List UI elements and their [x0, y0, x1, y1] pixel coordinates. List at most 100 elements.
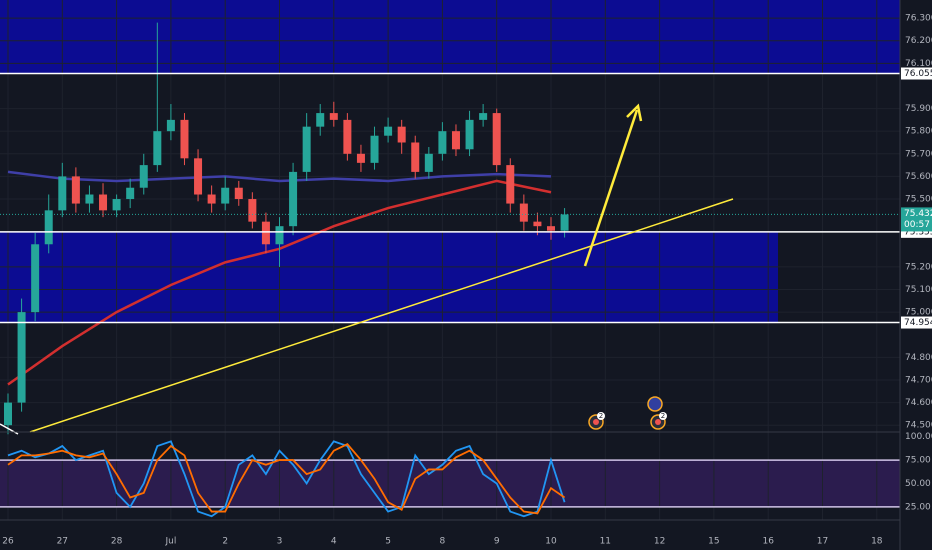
- y-tick-label: 75.800: [905, 127, 932, 137]
- candle-body: [451, 131, 460, 150]
- candle-body: [411, 142, 420, 172]
- y-tick-label: 75.100: [905, 285, 932, 295]
- candle-body: [194, 158, 203, 195]
- candle-body: [139, 165, 148, 188]
- trendline: [29, 198, 734, 433]
- candle-body: [533, 221, 542, 227]
- y-tick-label: 74.500: [905, 421, 932, 431]
- osc-tick-label: 75.00: [905, 456, 931, 466]
- osc-line: [7, 440, 566, 518]
- x-tick-label: 15: [708, 537, 719, 547]
- candle-body: [207, 194, 216, 204]
- y-tick-label: 75.200: [905, 262, 932, 272]
- x-tick-label: 26: [2, 537, 14, 547]
- event-icon: [655, 419, 661, 425]
- candle-body: [4, 402, 12, 426]
- osc-line: [7, 443, 566, 515]
- event-badge: [659, 412, 667, 420]
- candle-body: [302, 126, 311, 172]
- candle-body: [424, 153, 433, 172]
- event-icon: [647, 396, 663, 412]
- x-tick-label: 17: [817, 537, 828, 547]
- candle-body: [85, 194, 94, 204]
- candle-body: [261, 221, 270, 245]
- level-box: [901, 316, 932, 329]
- x-tick-label: 2: [222, 537, 228, 547]
- candle-body: [547, 226, 555, 231]
- y-tick-label: 75.700: [905, 149, 932, 159]
- candle-body: [356, 153, 365, 163]
- zone: [0, 231, 778, 323]
- x-tick-label: 3: [277, 537, 283, 547]
- candle-body: [17, 312, 26, 403]
- event-badge: [597, 412, 605, 420]
- last-price-label: 75.432: [904, 209, 932, 219]
- x-tick-label: Jul: [164, 537, 176, 547]
- candle-body: [289, 171, 298, 227]
- osc-tick-label: 25.00: [905, 502, 931, 512]
- candle-body: [166, 119, 175, 132]
- event-icon: [593, 419, 599, 425]
- candle-body: [44, 210, 53, 245]
- event-count: 2: [661, 412, 665, 420]
- candle-body: [465, 119, 474, 150]
- y-tick-label: 75.600: [905, 172, 932, 182]
- level-label: 74.954: [904, 318, 932, 328]
- candle-body: [479, 113, 488, 120]
- event-count: 2: [599, 412, 603, 420]
- x-tick-label: 5: [385, 537, 391, 547]
- countdown-label: 00:57: [904, 220, 930, 230]
- candle-body: [234, 187, 243, 200]
- osc-tick-label: 50.00: [905, 479, 931, 489]
- candle-body: [560, 214, 569, 231]
- osc-tick-label: 100.00: [905, 432, 932, 442]
- x-tick-label: 9: [494, 537, 500, 547]
- candle-body: [221, 187, 230, 204]
- x-tick-label: 28: [111, 537, 123, 547]
- x-tick-label: 10: [545, 537, 557, 547]
- zone: [0, 0, 900, 74]
- candle-body: [384, 126, 393, 136]
- moving-average: [7, 170, 552, 183]
- candle-body: [58, 176, 67, 211]
- candle-body: [438, 131, 447, 154]
- candle-body: [99, 194, 108, 211]
- candle-body: [329, 113, 338, 120]
- y-tick-label: 76.200: [905, 36, 932, 46]
- x-tick-label: 8: [440, 537, 446, 547]
- y-tick-label: 74.600: [905, 398, 932, 408]
- level-label: 76.055: [904, 69, 932, 79]
- candle-body: [370, 135, 379, 163]
- candle-body: [180, 119, 189, 159]
- y-tick-label: 74.800: [905, 353, 932, 363]
- candle-body: [397, 126, 406, 143]
- level-label: 75.355: [904, 227, 932, 237]
- candle-body: [112, 199, 121, 211]
- candle-body: [126, 187, 135, 200]
- candle-body: [71, 176, 80, 204]
- y-tick-label: 76.100: [905, 59, 932, 69]
- candle-body: [316, 113, 325, 127]
- candle-body: [519, 203, 528, 222]
- x-tick-label: 16: [762, 537, 774, 547]
- candle-body: [492, 113, 501, 166]
- y-tick-label: 76.300: [905, 14, 932, 24]
- y-tick-label: 75.900: [905, 104, 932, 114]
- level-box: [901, 67, 932, 80]
- candle-body: [506, 165, 515, 204]
- last-price-box: [901, 207, 932, 232]
- x-tick-label: 18: [871, 537, 883, 547]
- candle-body: [153, 131, 162, 166]
- x-tick-label: 11: [600, 537, 611, 547]
- candle-body: [343, 119, 352, 154]
- arrow: [583, 109, 639, 267]
- y-tick-label: 75.500: [905, 195, 932, 205]
- y-tick-label: 75.000: [905, 308, 932, 318]
- x-tick-label: 27: [57, 537, 68, 547]
- x-tick-label: 12: [654, 537, 665, 547]
- y-tick-label: 74.700: [905, 375, 932, 385]
- x-tick-label: 4: [331, 537, 337, 547]
- candle-body: [275, 226, 284, 245]
- candle-body: [31, 244, 40, 313]
